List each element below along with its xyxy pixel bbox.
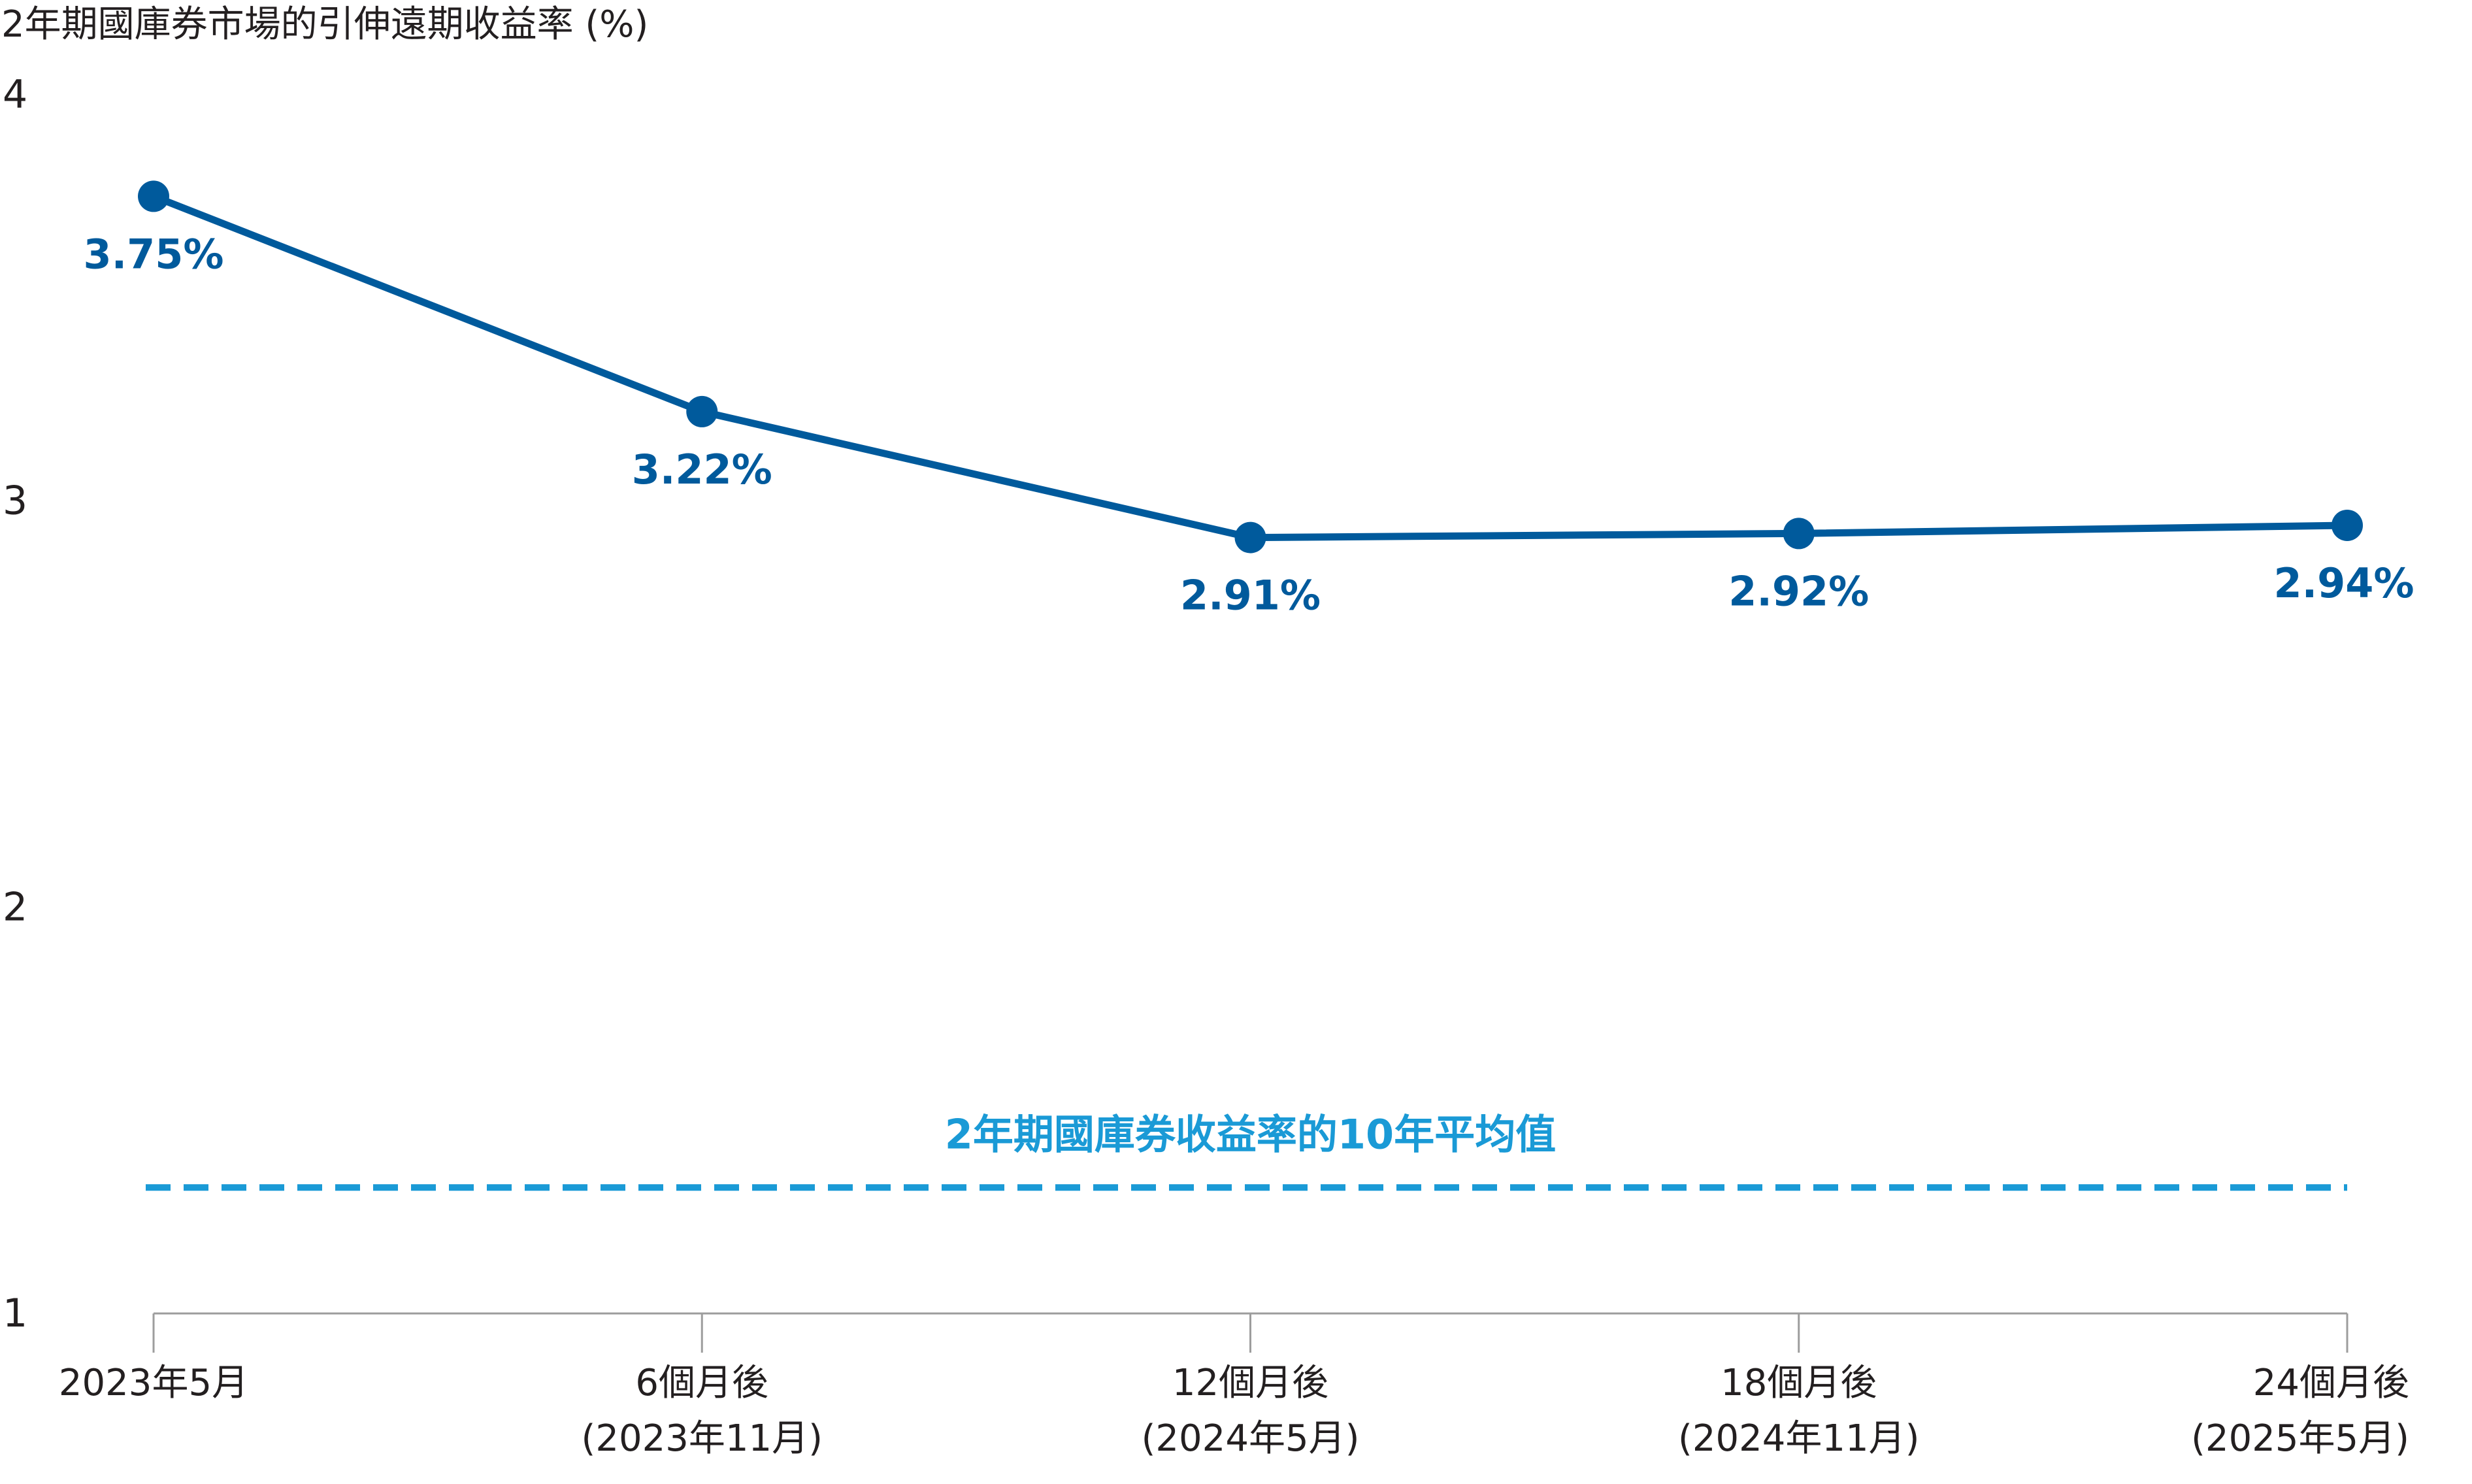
data-label-2: 2.91% (1180, 572, 1321, 619)
x-ticks: 2023年5月 6個月後 (2023年11月) 12個月後 (2024年5月) 18個月後… (59, 1362, 2409, 1460)
x-tick-label-4-line-1: (2025年5月) (2191, 1417, 2409, 1460)
data-label-3: 2.92% (1728, 567, 1869, 615)
y-axis-title: 2年期國庫券市場的引伸遠期收益率 (%) (1, 3, 648, 46)
x-axis (152, 1312, 2348, 1353)
x-tick-label-1-line-0: 6個月後 (635, 1362, 768, 1404)
y-ticks: 1 2 3 4 (3, 72, 27, 1336)
y-tick-label-1: 1 (3, 1291, 27, 1336)
data-point-4 (2332, 509, 2363, 541)
data-point-3 (1783, 518, 1815, 550)
series-group (138, 180, 2363, 553)
data-point-1 (686, 395, 718, 427)
y-tick-label-2: 2 (3, 884, 27, 930)
series-line (150, 192, 2351, 542)
x-tick-label-2-line-1: (2024年5月) (1142, 1417, 1360, 1460)
data-label-1: 3.22% (632, 446, 772, 493)
y-tick-label-3: 3 (3, 478, 27, 524)
x-tick-label-2-line-0: 12個月後 (1172, 1362, 1328, 1404)
x-tick-label-0-line-0: 2023年5月 (59, 1362, 248, 1404)
data-label-0: 3.75% (83, 230, 223, 278)
data-point-0 (138, 180, 169, 212)
x-tick-label-3-line-0: 18個月後 (1721, 1362, 1877, 1404)
data-labels: 3.75% 3.22% 2.91% 2.92% 2.94% (83, 230, 2414, 619)
x-tick-label-4-line-0: 24個月後 (2253, 1362, 2409, 1404)
x-tick-label-1-line-1: (2023年11月) (582, 1417, 823, 1460)
reference-line-group: 2年期國庫券收益率的10年平均值 (146, 1110, 2347, 1191)
data-label-4: 2.94% (2273, 559, 2414, 607)
data-point-2 (1234, 521, 1266, 553)
x-tick-label-3-line-1: (2024年11月) (1678, 1417, 1919, 1460)
y-tick-label-4: 4 (3, 72, 27, 118)
reference-line-label: 2年期國庫券收益率的10年平均值 (945, 1110, 1556, 1158)
